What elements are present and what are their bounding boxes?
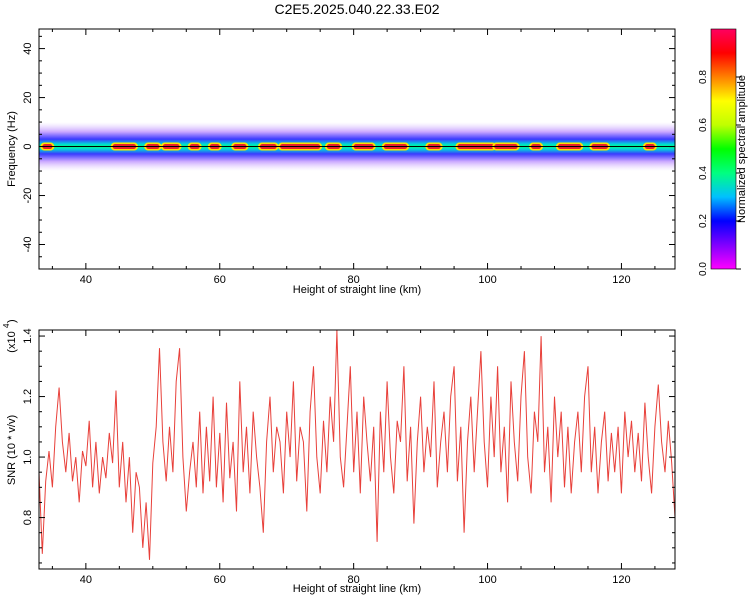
y-tick-label: 1.0 — [22, 449, 34, 464]
y-tick-label: 1.4 — [22, 328, 34, 343]
spectrogram-panel: 40 60 80 100 120 -40 -20 0 20 40 Height of strai… — [6, 28, 676, 296]
colorbar-ticks: 0.0 0.2 0.4 0.6 0.8 — [698, 70, 741, 276]
snr-exponent-label: (x10 4 ) — [2, 319, 18, 352]
x-tick-label: 80 — [348, 274, 360, 286]
snr-exponent-close: ) — [6, 319, 18, 323]
y-tick-label: -20 — [22, 188, 34, 204]
snr-exponent-power: 4 — [2, 323, 11, 328]
y-tick-label: 20 — [22, 91, 34, 103]
colorbar-frame — [710, 28, 737, 270]
x-tick-label: 120 — [612, 274, 630, 286]
x-tick-label: 40 — [80, 274, 92, 286]
colorbar-tick-label: 0.8 — [698, 70, 709, 84]
x-tick-label: 120 — [612, 574, 630, 586]
snr-series-line — [38, 329, 676, 560]
spectrogram-y-ticks: -40 -20 0 20 40 — [22, 35, 675, 270]
y-tick-label: -40 — [22, 237, 34, 253]
spectrogram-x-ticks: 40 60 80 100 120 — [51, 29, 656, 286]
y-tick-label: 0 — [22, 143, 34, 149]
x-tick-label: 100 — [478, 274, 496, 286]
chart-title: C2E5.2025.040.22.33.E02 — [274, 1, 439, 17]
spectrogram-x-label: Height of straight line (km) — [293, 284, 421, 296]
y-tick-label: 1.2 — [22, 389, 34, 404]
colorbar-label: Normalized spectral amplitude — [736, 75, 748, 223]
spectrogram-frame — [38, 28, 676, 270]
x-tick-label: 100 — [478, 574, 496, 586]
snr-exponent-base: (x10 — [6, 331, 18, 352]
colorbar-tick-label: 0.2 — [698, 214, 709, 228]
colorbar-gradient — [711, 29, 736, 269]
snr-frame — [38, 329, 676, 570]
x-tick-label: 60 — [214, 574, 226, 586]
colorbar-tick-label: 0.6 — [698, 118, 709, 132]
x-tick-label: 40 — [80, 574, 92, 586]
snr-y-label: SNR (10 * v/v) — [6, 415, 18, 485]
snr-x-label: Height of straight line (km) — [293, 583, 421, 595]
colorbar-tick-label: 0.4 — [698, 166, 709, 180]
snr-panel: 40 60 80 100 120 0.8 1.0 1.2 1.4 Height of stra… — [2, 319, 676, 595]
y-tick-label: 0.8 — [22, 510, 34, 525]
x-tick-label: 60 — [214, 274, 226, 286]
colorbar-tick-label: 0.0 — [698, 262, 709, 276]
snr-x-ticks: 40 60 80 100 120 — [51, 330, 656, 586]
colorbar: 0.0 0.2 0.4 0.6 0.8 Normalized spectral ampl… — [698, 28, 748, 276]
x-tick-label: 80 — [348, 574, 360, 586]
spectrogram-hot-segments — [40, 142, 657, 151]
y-tick-label: 40 — [22, 42, 34, 54]
spectrogram-y-label: Frequency (Hz) — [6, 111, 18, 187]
snr-y-ticks: 0.8 1.0 1.2 1.4 — [22, 328, 675, 564]
